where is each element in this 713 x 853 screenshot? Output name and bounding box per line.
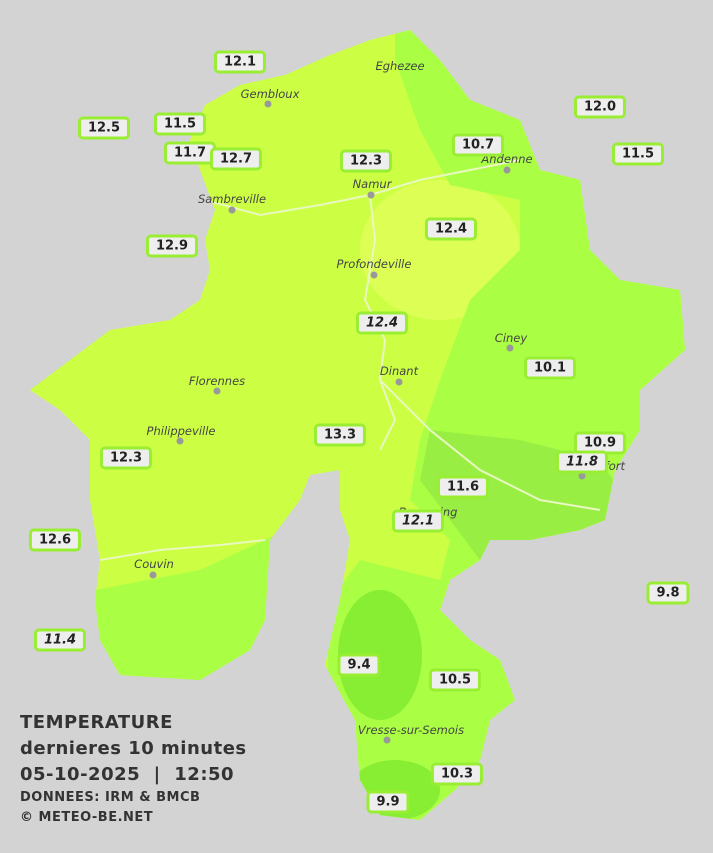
- town-label: Vresse-sur-Semois: [357, 723, 465, 737]
- legend-title: TEMPERATURE: [20, 712, 173, 733]
- town-dot: [228, 206, 236, 214]
- temperature-label: 10.5: [428, 668, 482, 692]
- temperature-label: 12.6: [28, 528, 82, 552]
- town-label: Gembloux: [240, 87, 300, 101]
- legend-subtitle: dernieres 10 minutes: [20, 738, 247, 759]
- town-label: Dinant: [379, 364, 419, 378]
- town-label: Namur: [352, 177, 392, 191]
- town-dot: [149, 571, 157, 579]
- legend-copyright: © METEO-BE.NET: [20, 810, 154, 825]
- temperature-label: 12.3: [339, 149, 393, 173]
- legend-datetime: 05-10-2025 | 12:50: [20, 764, 235, 785]
- temperature-label: 12.1: [213, 50, 267, 74]
- town-dot: [264, 100, 272, 108]
- temperature-label: 11.8: [555, 450, 609, 474]
- temperature-label: 12.5: [77, 116, 131, 140]
- town-dot: [370, 271, 378, 279]
- temperature-label: 11.7: [163, 141, 217, 165]
- temperature-label: 9.9: [366, 790, 410, 814]
- town-dot: [176, 437, 184, 445]
- temperature-label: 10.3: [430, 762, 484, 786]
- temperature-label: 11.5: [611, 142, 665, 166]
- town-dot: [213, 387, 221, 395]
- temperature-label: 12.9: [145, 234, 199, 258]
- town-label: Eghezee: [375, 59, 425, 73]
- temperature-label: 12.1: [391, 509, 445, 533]
- temperature-label: 12.3: [99, 446, 153, 470]
- temperature-label: 11.5: [153, 112, 207, 136]
- town-dot: [383, 736, 391, 744]
- temperature-label: 9.4: [337, 653, 381, 677]
- temperature-label: 12.4: [355, 311, 409, 335]
- town-label: Philippeville: [146, 424, 216, 438]
- temperature-label: 11.6: [436, 475, 490, 499]
- town-dot: [506, 344, 514, 352]
- temperature-label: 12.4: [424, 217, 478, 241]
- temperature-label: 13.3: [313, 423, 367, 447]
- temperature-label: 12.7: [209, 147, 263, 171]
- town-label: Florennes: [188, 374, 246, 388]
- town-dot: [503, 166, 511, 174]
- temperature-label: 10.7: [451, 133, 505, 157]
- temperature-label: 11.4: [33, 628, 87, 652]
- legend-source: DONNEES: IRM & BMCB: [20, 790, 201, 805]
- town-label: Profondeville: [336, 257, 412, 271]
- town-dot: [578, 472, 586, 480]
- town-dot: [395, 378, 403, 386]
- temperature-label: 9.8: [646, 581, 690, 605]
- temperature-label: 12.0: [573, 95, 627, 119]
- legend: TEMPERATURE dernieres 10 minutes 05-10-2…: [20, 710, 247, 828]
- town-label: Couvin: [134, 557, 174, 571]
- temperature-label: 10.1: [523, 356, 577, 380]
- town-label: Sambreville: [197, 192, 267, 206]
- town-label: Ciney: [494, 331, 528, 345]
- town-dot: [367, 191, 375, 199]
